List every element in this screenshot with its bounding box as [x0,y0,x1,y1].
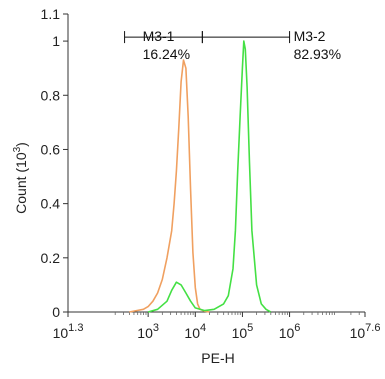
x-tick-label: 104 [184,322,206,341]
x-axis-ticks: 101.3 103 104 105 106 107.6 [53,312,381,341]
histogram-line-1 [129,59,210,313]
y-tick-label: 0 [52,304,60,320]
gate-name-label: M3-2 [294,28,326,44]
y-tick-label: 1 [52,33,60,49]
y-tick-label: 0.2 [41,250,61,266]
x-axis-label: PE-H [201,350,234,366]
y-tick-label: 0.8 [41,87,61,103]
x-tick-label: 101.3 [53,322,84,341]
plot-frame [67,14,365,313]
x-tick-label: 107.6 [350,322,381,341]
gate-name-label: M3-1 [143,28,175,44]
y-tick-label: 0.4 [41,196,61,212]
x-tick-label: 103 [137,322,159,341]
x-tick-label: 105 [232,322,254,341]
y-axis-ticks: 0 0.2 0.4 0.6 0.8 1 1.1 [41,6,68,320]
gate-percent-label: 82.93% [294,46,341,62]
y-axis-label: Count (103) [12,142,29,214]
gate-percent-label: 16.24% [143,46,190,62]
y-tick-label: 0.6 [41,141,61,157]
y-tick-label: 1.1 [41,6,61,22]
x-tick-label: 106 [279,322,301,341]
gates: M3-1 16.24% M3-2 82.93% [124,28,341,62]
histogram-line-2 [147,40,272,313]
data-series [129,40,272,313]
